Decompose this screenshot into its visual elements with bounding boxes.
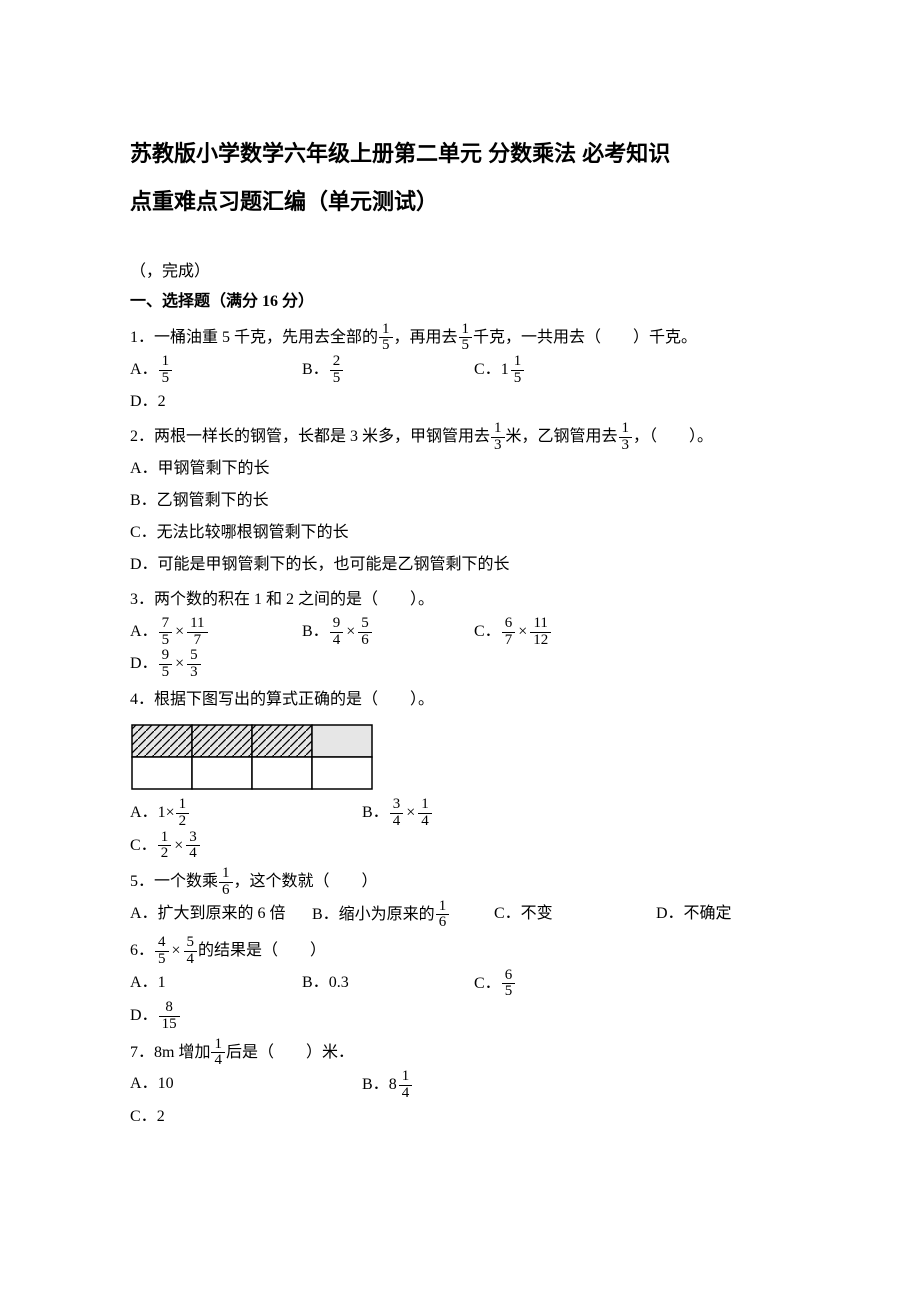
doc-title: 苏教版小学数学六年级上册第二单元 分数乘法 必考知识 点重难点习题汇编（单元测试… — [130, 130, 790, 227]
question-5: 5．一个数乘16，这个数就（ ） — [130, 866, 790, 899]
q5-options: A．扩大到原来的 6 倍 B．缩小为原来的16 C．不变 D．不确定 — [130, 899, 790, 932]
q4-figure — [130, 723, 790, 791]
question-1: 1．一桶油重 5 千克，先用去全部的15，再用去15千克，一共用去（ ）千克。 — [130, 322, 790, 355]
q3-options: A．75×117 B．94×56 C．67×1112 D．95×53 — [130, 616, 790, 681]
q4-opt-a: A．1×12 — [130, 797, 362, 830]
q2-opt-b: B．乙钢管剩下的长 — [130, 485, 790, 517]
q5-text-post: ，这个数就（ ） — [234, 873, 378, 890]
q2-text-pre: 2．两根一样长的钢管，长都是 3 米多，甲钢管用去 — [130, 428, 490, 445]
q2-text-mid: 米，乙钢管用去 — [506, 428, 618, 445]
q5-frac: 16 — [218, 866, 234, 899]
q1-opt-d: D．2 — [130, 387, 302, 417]
q2-options: A．甲钢管剩下的长 B．乙钢管剩下的长 C．无法比较哪根钢管剩下的长 D．可能是… — [130, 453, 790, 581]
q3-opt-c: C．67×1112 — [474, 616, 646, 649]
q6-options: A．1 B．0.3 C．65 D．815 — [130, 968, 790, 1033]
q1-options: A．15 B．25 C．115 D．2 — [130, 354, 790, 417]
q2-frac-2: 13 — [618, 421, 634, 454]
q6-text-post: 的结果是（ ） — [198, 942, 326, 959]
q2-opt-d: D．可能是甲钢管剩下的长，也可能是乙钢管剩下的长 — [130, 549, 790, 581]
question-3: 3．两个数的积在 1 和 2 之间的是（ ）。 — [130, 585, 790, 615]
q7-text-pre: 7．8m 增加 — [130, 1044, 210, 1061]
q4-opt-c: C．12×34 — [130, 830, 362, 863]
q3-opt-a: A．75×117 — [130, 616, 302, 649]
q1-text-pre: 1．一桶油重 5 千克，先用去全部的 — [130, 328, 378, 345]
question-7: 7．8m 增加14后是（ ）米． — [130, 1037, 790, 1070]
q1-opt-b: B．25 — [302, 354, 474, 387]
q1-text-post: 千克，一共用去（ ）千克。 — [473, 328, 697, 345]
q6-opt-c: C．65 — [474, 968, 646, 1001]
q7-options: A．10 B．814 C．2 — [130, 1069, 790, 1132]
q1-text-mid: ，再用去 — [394, 328, 458, 345]
question-2: 2．两根一样长的钢管，长都是 3 米多，甲钢管用去13米，乙钢管用去13，（ ）… — [130, 421, 790, 454]
q5-opt-c: C．不变 — [494, 899, 656, 932]
q2-text-post: ，（ ）。 — [633, 428, 713, 445]
q2-opt-c: C．无法比较哪根钢管剩下的长 — [130, 517, 790, 549]
section-1-heading: 一、选择题（满分 16 分） — [130, 287, 790, 317]
q3-opt-d: D．95×53 — [130, 648, 302, 681]
q3-opt-b: B．94×56 — [302, 616, 474, 649]
q1-opt-c: C．115 — [474, 354, 646, 387]
q7-frac: 14 — [210, 1037, 226, 1070]
meta-line: （，完成） — [130, 257, 790, 287]
title-line-1: 苏教版小学数学六年级上册第二单元 分数乘法 必考知识 — [130, 130, 790, 178]
q6-opt-b: B．0.3 — [302, 968, 474, 1001]
q6-opt-a: A．1 — [130, 968, 302, 1001]
q6-opt-d: D．815 — [130, 1000, 302, 1033]
q1-frac-2: 15 — [458, 322, 474, 355]
q5-text-pre: 5．一个数乘 — [130, 873, 218, 890]
q1-frac-1: 15 — [378, 322, 394, 355]
q4-grid-icon — [130, 723, 374, 791]
title-line-2: 点重难点习题汇编（单元测试） — [130, 178, 790, 226]
q5-opt-b: B．缩小为原来的16 — [312, 899, 494, 932]
q4-options: A．1×12 B．34×14 C．12×34 — [130, 797, 790, 862]
q2-opt-a: A．甲钢管剩下的长 — [130, 453, 790, 485]
q5-opt-d: D．不确定 — [656, 899, 788, 932]
q7-opt-b: B．814 — [362, 1069, 594, 1102]
q7-opt-a: A．10 — [130, 1069, 362, 1102]
q6-text-pre: 6． — [130, 942, 154, 959]
q1-opt-a: A．15 — [130, 354, 302, 387]
q6-frac-b: 54 — [183, 935, 199, 968]
q7-text-post: 后是（ ）米． — [226, 1044, 354, 1061]
q4-opt-b: B．34×14 — [362, 797, 594, 830]
question-4: 4．根据下图写出的算式正确的是（ ）。 — [130, 685, 790, 715]
q6-frac-a: 45 — [154, 935, 170, 968]
page-root: 苏教版小学数学六年级上册第二单元 分数乘法 必考知识 点重难点习题汇编（单元测试… — [0, 0, 920, 1302]
q7-opt-c: C．2 — [130, 1102, 362, 1132]
q2-frac-1: 13 — [490, 421, 506, 454]
q5-opt-a: A．扩大到原来的 6 倍 — [130, 899, 312, 932]
question-6: 6．45×54的结果是（ ） — [130, 935, 790, 968]
